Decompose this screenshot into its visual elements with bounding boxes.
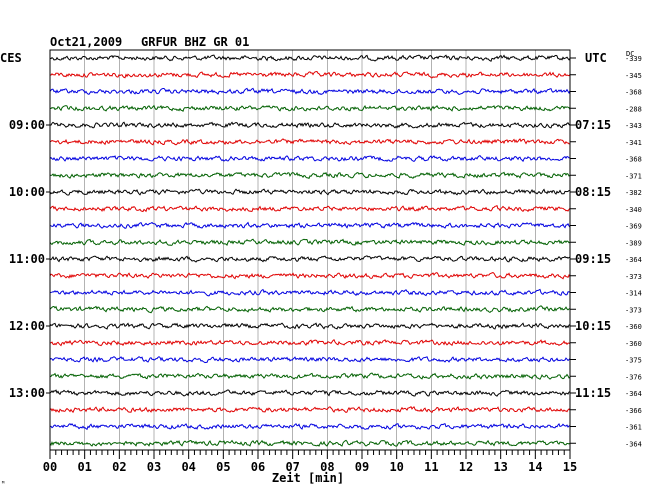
dc-offset-value: -340 (625, 206, 642, 214)
trace-line (49, 439, 571, 447)
trace-line (49, 221, 571, 229)
trace-line (49, 272, 571, 280)
dc-offset-value: -364 (625, 256, 642, 264)
x-tick-label: 08 (320, 460, 334, 474)
trace-line (49, 70, 571, 79)
dc-offset-value: -343 (625, 122, 642, 130)
x-tick-label: 00 (43, 460, 57, 474)
trace-line (49, 171, 571, 180)
dc-offset-value: -376 (625, 373, 642, 381)
local-time-label: 09:00 (9, 118, 45, 132)
trace-line (49, 205, 571, 213)
right-timezone-label: UTC (585, 51, 607, 65)
local-time-label: 10:00 (9, 185, 45, 199)
trace-line (49, 138, 571, 146)
trace-line (49, 238, 571, 247)
trace-line (49, 305, 571, 314)
trace-line (49, 288, 571, 297)
x-tick-label: 02 (112, 460, 126, 474)
dc-offset-value: -364 (625, 440, 642, 448)
x-tick-label: 04 (181, 460, 195, 474)
dc-offset-value: -368 (625, 89, 642, 97)
trace-line (49, 54, 571, 62)
x-axis-title: Zeit [min] (272, 471, 344, 485)
trace-line (49, 87, 571, 95)
dc-offset-value: -366 (625, 407, 642, 415)
x-tick-label: 10 (389, 460, 403, 474)
local-time-label: 12:00 (9, 319, 45, 333)
trace-line (49, 154, 570, 163)
local-time-label: 11:00 (9, 252, 45, 266)
trace-line (49, 121, 571, 129)
dc-offset-value: -314 (625, 290, 642, 298)
dc-offset-value: -375 (625, 357, 642, 365)
dc-label: DC (626, 50, 634, 58)
x-tick-label: 07 (285, 460, 299, 474)
chart-date: Oct21,2009 (50, 35, 122, 49)
dc-offset-value: -360 (625, 340, 642, 348)
trace-line (49, 405, 571, 414)
left-timezone-label: CES (0, 51, 22, 65)
trace-line (49, 322, 571, 330)
x-tick-label: 14 (528, 460, 542, 474)
dc-offset-value: -364 (625, 390, 642, 398)
utc-time-label: 11:15 (575, 386, 611, 400)
dc-offset-value: -361 (625, 424, 642, 432)
utc-time-label: 10:15 (575, 319, 611, 333)
dc-offset-value: -373 (625, 273, 642, 281)
trace-line (49, 255, 571, 263)
trace-line (49, 422, 571, 431)
trace-group (49, 54, 571, 447)
dc-offset-value: -339 (625, 55, 642, 63)
dc-offset-value: -369 (625, 223, 642, 231)
x-tick-label: 03 (147, 460, 161, 474)
local-time-label: 13:00 (9, 386, 45, 400)
dc-offset-value: -389 (625, 239, 642, 247)
dc-offset-value: -371 (625, 172, 642, 180)
time-labels: 09:00 10:00 11:00 12:00 13:00 07:15 08:15 09:15… (9, 55, 642, 448)
x-tick-label: 09 (355, 460, 369, 474)
corner-mark: ᴹ (1, 480, 5, 488)
minute-grid (84, 50, 536, 450)
x-tick-label: 05 (216, 460, 230, 474)
utc-time-label: 08:15 (575, 185, 611, 199)
dc-offset-value: -345 (625, 72, 642, 80)
dc-offset-value: -382 (625, 189, 642, 197)
trace-line (49, 339, 571, 347)
dc-offset-value: -373 (625, 306, 642, 314)
x-tick-label: 12 (459, 460, 473, 474)
x-tick-label: 11 (424, 460, 438, 474)
trace-line (49, 104, 571, 112)
x-axis-ticks: 00 01 02 03 04 05 06 07 08 09 10 11 12 13 14 15 (43, 450, 577, 474)
x-tick-label: 15 (563, 460, 577, 474)
station-id: GRFUR BHZ GR 01 (141, 35, 249, 49)
trace-line (49, 356, 571, 364)
trace-line (49, 389, 571, 397)
dc-offset-value: -288 (625, 105, 642, 113)
x-tick-label: 13 (493, 460, 507, 474)
utc-time-label: 09:15 (575, 252, 611, 266)
x-tick-label: 06 (251, 460, 265, 474)
dc-offset-value: -341 (625, 139, 642, 147)
x-tick-label: 01 (77, 460, 91, 474)
dc-offset-value: -360 (625, 323, 642, 331)
trace-line (49, 188, 571, 196)
utc-time-label: 07:15 (575, 118, 611, 132)
trace-line (49, 372, 571, 380)
dc-offset-value: -368 (625, 156, 642, 164)
